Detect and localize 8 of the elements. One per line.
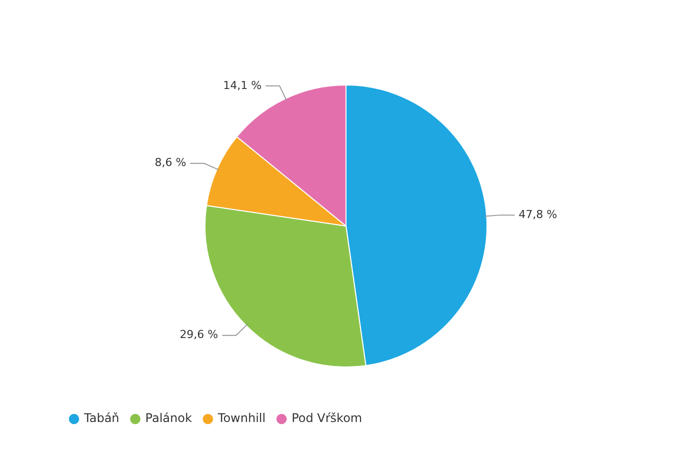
legend-label: Tabáň (83, 411, 120, 426)
data-label: 47,8 % (518, 208, 558, 221)
data-label: 8,6 % (154, 156, 186, 170)
data-label: 14,1 % (223, 78, 262, 92)
legend-label: Townhill (216, 411, 266, 426)
legend-label: Pod Vŕškom (292, 411, 362, 426)
legend-label: Palánok (145, 411, 192, 426)
data-label: 29,6 % (180, 328, 218, 342)
